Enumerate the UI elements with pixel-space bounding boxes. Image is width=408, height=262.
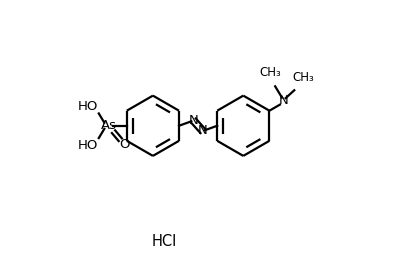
Text: N: N xyxy=(279,94,289,107)
Text: HO: HO xyxy=(78,139,98,152)
Text: HO: HO xyxy=(78,100,98,113)
Text: As: As xyxy=(100,119,116,132)
Text: N: N xyxy=(198,124,208,138)
Text: O: O xyxy=(119,138,129,151)
Text: HCl: HCl xyxy=(152,233,177,249)
Text: N: N xyxy=(188,114,198,127)
Text: CH₃: CH₃ xyxy=(260,66,282,79)
Text: CH₃: CH₃ xyxy=(292,71,314,84)
